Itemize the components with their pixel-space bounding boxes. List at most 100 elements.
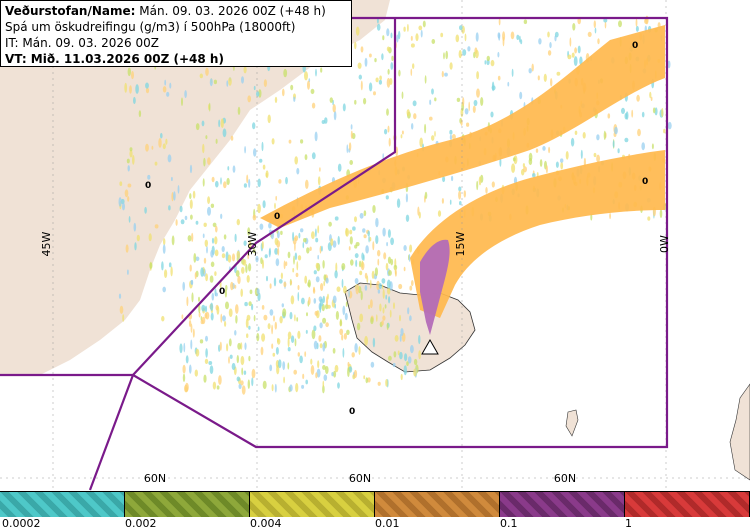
speckle — [201, 304, 206, 312]
speckle — [341, 278, 344, 288]
speckle — [247, 379, 250, 390]
speckle — [403, 26, 406, 32]
speckle — [538, 38, 542, 45]
speckle — [512, 157, 516, 162]
speckle — [401, 91, 404, 99]
speckle — [293, 369, 298, 375]
speckle — [346, 329, 350, 335]
speckle — [171, 192, 174, 202]
speckle — [246, 275, 250, 283]
speckle — [603, 130, 606, 140]
speckle — [294, 242, 296, 252]
speckle — [199, 339, 204, 344]
speckle — [341, 334, 344, 341]
speckle — [182, 373, 186, 382]
speckle — [410, 345, 414, 354]
speckle — [535, 148, 539, 153]
speckle — [377, 258, 380, 266]
speckle — [249, 289, 253, 295]
speckle — [167, 154, 172, 163]
speckle — [347, 361, 350, 367]
speckle — [302, 241, 305, 249]
speckle — [325, 322, 329, 328]
legend-band-6 — [625, 492, 750, 517]
speckle — [377, 381, 381, 386]
speckle — [248, 325, 251, 330]
speckle — [347, 367, 350, 378]
speckle — [211, 176, 215, 183]
speckle — [219, 341, 222, 351]
zero-mark: 0 — [274, 212, 280, 222]
speckle — [381, 284, 384, 290]
speckle — [547, 31, 550, 38]
speckle — [241, 367, 244, 376]
speckle — [119, 181, 123, 186]
speckle — [377, 289, 381, 294]
speckle — [370, 279, 372, 289]
speckle — [528, 157, 533, 166]
speckle — [214, 292, 218, 297]
speckle — [381, 278, 386, 284]
speckle — [323, 280, 326, 287]
speckle — [189, 364, 192, 374]
speckle — [281, 303, 284, 308]
speckle — [383, 252, 387, 260]
speckle — [127, 67, 131, 77]
speckle — [413, 368, 417, 377]
speckle — [455, 34, 460, 43]
speckle — [434, 97, 437, 102]
speckle — [352, 226, 356, 231]
speckle — [204, 305, 208, 313]
speckle — [431, 39, 436, 44]
speckle — [309, 246, 312, 251]
speckle — [251, 377, 254, 387]
speckle — [315, 262, 319, 269]
legend-band-1 — [0, 492, 125, 517]
speckle — [257, 326, 260, 332]
speckle — [386, 108, 389, 116]
speckle — [403, 266, 406, 272]
speckle — [334, 270, 338, 279]
speckle — [261, 241, 264, 249]
speckle — [410, 68, 413, 77]
speckle — [355, 26, 360, 36]
speckle — [315, 372, 318, 379]
speckle — [467, 46, 471, 52]
speckle — [221, 253, 226, 259]
speckle — [322, 365, 326, 370]
speckle — [392, 362, 396, 368]
speckle — [441, 70, 444, 78]
speckle — [180, 219, 185, 225]
speckle — [462, 97, 465, 107]
speckle — [149, 262, 153, 269]
speckle — [145, 143, 149, 152]
speckle — [189, 264, 192, 272]
speckle — [473, 51, 476, 59]
speckle — [603, 18, 608, 23]
speckle — [256, 333, 260, 342]
speckle — [372, 241, 375, 251]
speckle — [319, 322, 323, 329]
speckle — [507, 81, 510, 87]
speckle — [418, 25, 423, 31]
speckle — [323, 374, 328, 382]
speckle — [356, 322, 361, 331]
speckle — [519, 35, 521, 43]
speckle — [122, 202, 125, 211]
speckle — [240, 288, 243, 297]
speckle — [214, 271, 217, 276]
speckle — [316, 368, 321, 378]
speckle — [459, 25, 463, 31]
speckle — [331, 372, 334, 377]
speckle — [560, 158, 564, 163]
speckle — [573, 56, 578, 67]
speckle — [478, 176, 482, 186]
speckle — [313, 270, 317, 275]
speckle — [370, 299, 373, 309]
speckle — [641, 111, 645, 118]
speckle — [274, 383, 277, 393]
speckle — [472, 105, 476, 114]
speckle — [168, 262, 172, 268]
speckle — [411, 123, 414, 130]
speckle — [449, 129, 453, 135]
